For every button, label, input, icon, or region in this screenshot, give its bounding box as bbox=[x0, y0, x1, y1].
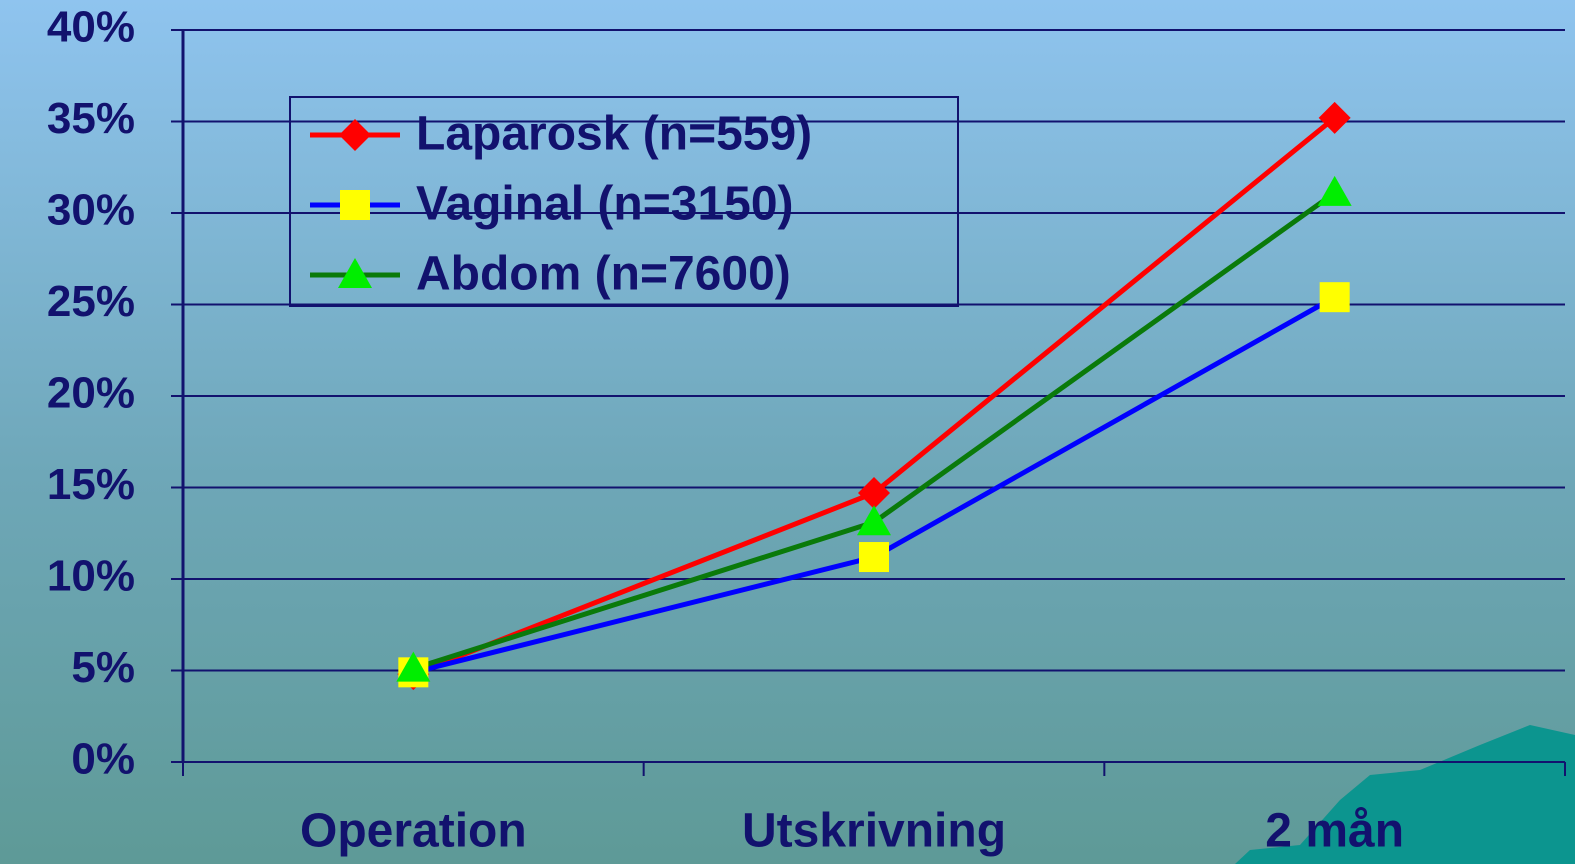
legend-box bbox=[289, 96, 959, 307]
y-tick-label: 5% bbox=[71, 643, 135, 692]
y-tick-label: 35% bbox=[47, 94, 135, 143]
legend-marker bbox=[338, 258, 372, 288]
legend-label: Laparosk (n=559) bbox=[416, 108, 812, 161]
data-point bbox=[859, 542, 889, 573]
data-point bbox=[857, 505, 891, 536]
y-tick-label: 10% bbox=[47, 552, 135, 601]
x-tick-label: Operation bbox=[300, 805, 527, 858]
legend-marker bbox=[340, 190, 370, 220]
legend-label: Vaginal (n=3150) bbox=[416, 178, 794, 231]
y-tick-label: 0% bbox=[71, 735, 135, 784]
x-tick-label: 2 mån bbox=[1265, 805, 1404, 858]
decoration bbox=[1235, 725, 1575, 864]
y-tick-label: 25% bbox=[47, 277, 135, 326]
y-tick-label: 15% bbox=[47, 460, 135, 509]
x-tick-label: Utskrivning bbox=[742, 805, 1006, 858]
y-tick-label: 40% bbox=[47, 3, 135, 52]
legend-label: Abdom (n=7600) bbox=[416, 248, 791, 301]
data-point bbox=[1317, 175, 1352, 206]
y-tick-label: 20% bbox=[47, 369, 135, 418]
data-point bbox=[1319, 282, 1350, 313]
data-point bbox=[396, 651, 431, 682]
data-point bbox=[858, 476, 890, 509]
data-point bbox=[1318, 101, 1351, 134]
y-tick-label: 30% bbox=[47, 186, 135, 235]
legend-marker bbox=[339, 119, 371, 151]
